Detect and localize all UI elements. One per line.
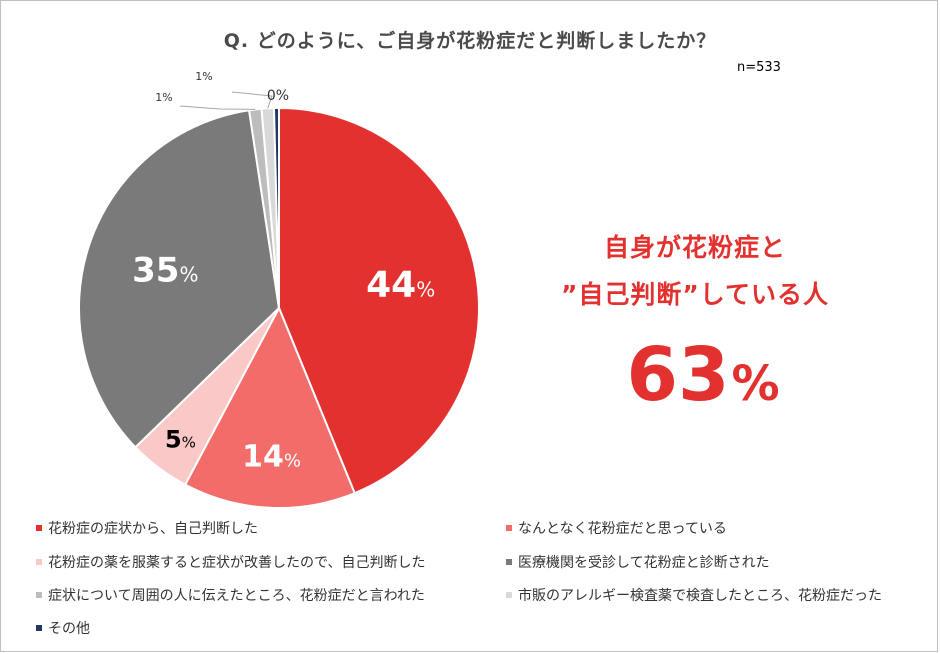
slice-label-5: 1%	[195, 70, 212, 83]
slice-label-2: 5%	[165, 425, 196, 453]
callout-unit: %	[731, 356, 780, 412]
legend-item-3: 医療機関を受診して花粉症と診断された	[506, 552, 770, 572]
legend-swatch	[506, 525, 512, 531]
leader-line-5	[231, 91, 273, 109]
legend-label: その他	[48, 621, 90, 637]
slice-label-1: 14%	[242, 439, 301, 474]
pie-slice-3	[78, 109, 281, 449]
legend-swatch	[506, 559, 512, 565]
legend-swatch	[506, 592, 512, 598]
pie-slice-1	[183, 305, 356, 509]
legend-swatch	[36, 525, 42, 531]
callout-number: 63	[626, 332, 730, 418]
legend-item-5: 市販のアレルギー検査薬で検査したところ、花粉症だった	[506, 585, 882, 605]
sample-size-label: n=533	[737, 60, 781, 75]
pie-slice-6	[272, 106, 280, 309]
callout-line-2: ”自己判断”している人	[560, 280, 830, 309]
callout-line-1: 自身が花粉症と	[603, 233, 786, 262]
pie-slice-0	[278, 106, 480, 495]
callout-value: 63%	[568, 332, 838, 418]
legend-swatch	[36, 559, 42, 565]
slice-label-6: 0%	[267, 88, 289, 104]
leader-line-4	[179, 105, 256, 110]
slice-label-3: 35%	[132, 251, 198, 291]
legend-label: なんとなく花粉症だと思っている	[518, 521, 727, 537]
legend-item-1: なんとなく花粉症だと思っている	[506, 518, 727, 538]
legend-swatch	[36, 592, 42, 598]
legend-label: 症状について周囲の人に伝えたところ、花粉症だと言われた	[48, 588, 425, 604]
legend-label: 医療機関を受診して花粉症と診断された	[518, 555, 770, 571]
legend-item-2: 花粉症の薬を服薬すると症状が改善したので、自己判断した	[36, 552, 425, 572]
legend-label: 花粉症の薬を服薬すると症状が改善したので、自己判断した	[48, 555, 426, 571]
slice-label-4: 1%	[155, 91, 172, 104]
legend-label: 市販のアレルギー検査薬で検査したところ、花粉症だった	[518, 588, 882, 604]
legend-label: 花粉症の症状から、自己判断した	[48, 521, 258, 537]
legend-swatch	[36, 625, 42, 631]
legend-item-0: 花粉症の症状から、自己判断した	[36, 518, 258, 538]
legend-item-6: その他	[36, 618, 90, 638]
slice-label-0: 44%	[366, 265, 435, 306]
chart-title: Q. どのように、ご自身が花粉症だと判断しましたか？	[223, 30, 717, 52]
legend-item-4: 症状について周囲の人に伝えたところ、花粉症だと言われた	[36, 585, 425, 605]
